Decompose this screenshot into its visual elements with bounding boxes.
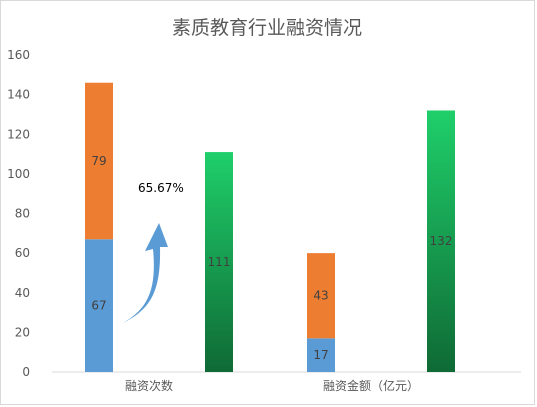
curved-up-arrow-icon <box>123 223 168 323</box>
data-label: 132 <box>430 234 453 248</box>
y-tick-label: 80 <box>15 207 30 221</box>
bar-segment <box>307 338 335 372</box>
y-tick-label: 140 <box>7 88 30 102</box>
bar-segment <box>307 253 335 339</box>
x-category-label: 融资次数 <box>125 378 173 393</box>
bar-total <box>205 152 233 372</box>
y-tick-label: 0 <box>22 365 30 379</box>
growth-annotation: 65.67% <box>123 181 184 323</box>
y-tick-label: 40 <box>15 286 30 300</box>
data-labels: 67 79 111 17 43 132 <box>91 154 452 362</box>
y-tick-label: 60 <box>15 246 30 260</box>
bars <box>85 82 455 372</box>
y-tick-label: 160 <box>7 48 30 62</box>
x-category-label: 融资金额（亿元） <box>323 378 419 393</box>
y-tick-label: 120 <box>7 127 30 141</box>
bar-segment <box>85 239 113 372</box>
bar-segment <box>85 82 113 240</box>
data-label: 67 <box>91 299 106 313</box>
data-label: 79 <box>91 154 106 168</box>
y-tick-label: 100 <box>7 167 30 181</box>
data-label: 43 <box>313 289 328 303</box>
chart-title: 素质教育行业融资情况 <box>172 17 362 39</box>
x-axis: 融资次数 融资金额（亿元） <box>125 378 419 393</box>
y-axis: 0 20 40 60 80 100 120 140 160 <box>7 48 30 379</box>
y-tick-label: 20 <box>15 325 30 339</box>
growth-percent-label: 65.67% <box>138 181 184 195</box>
bar-total <box>427 110 455 372</box>
data-label: 111 <box>208 255 231 269</box>
data-label: 17 <box>313 348 328 362</box>
